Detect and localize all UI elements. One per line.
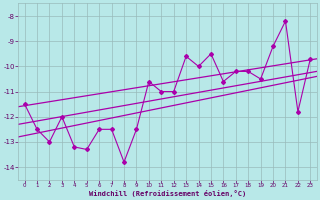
X-axis label: Windchill (Refroidissement éolien,°C): Windchill (Refroidissement éolien,°C) [89, 190, 246, 197]
